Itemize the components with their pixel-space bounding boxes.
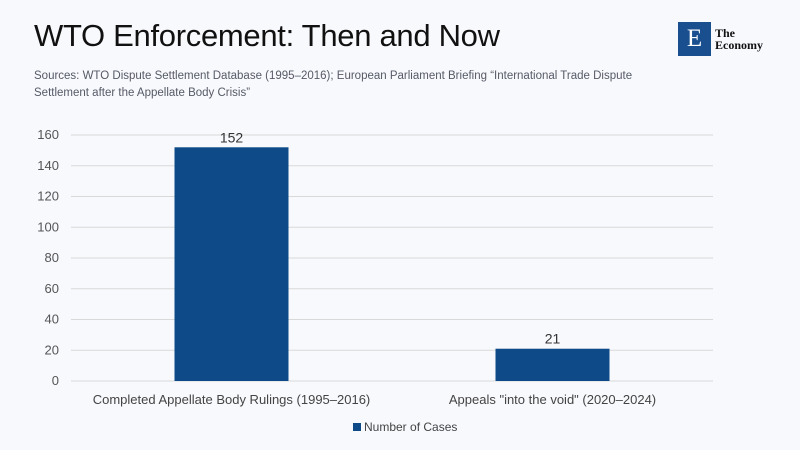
logo-text: The Economy (715, 26, 763, 52)
data-label: 21 (545, 331, 561, 347)
y-tick-label: 100 (37, 219, 59, 234)
y-tick-label: 20 (45, 342, 59, 357)
legend-label: Number of Cases (364, 420, 458, 434)
legend: Number of Cases (353, 420, 457, 434)
bar (495, 348, 610, 381)
y-tick-label: 120 (37, 189, 59, 204)
x-category-label: Completed Appellate Body Rulings (1995–2… (93, 392, 371, 407)
y-tick-label: 40 (45, 312, 59, 327)
legend-swatch (353, 423, 361, 431)
x-category-label: Appeals "into the void" (2020–2024) (449, 392, 656, 407)
logo: E The Economy (678, 22, 763, 56)
y-tick-label: 0 (52, 373, 59, 388)
chart-subtitle: Sources: WTO Dispute Settlement Database… (34, 70, 633, 99)
chart-title: WTO Enforcement: Then and Now (34, 18, 500, 53)
data-label: 152 (220, 129, 244, 145)
logo-mark: E (678, 22, 711, 56)
y-tick-label: 60 (45, 281, 59, 296)
bar (174, 147, 289, 381)
y-tick-label: 80 (45, 250, 59, 265)
y-tick-label: 140 (37, 158, 59, 173)
y-tick-label: 160 (37, 127, 59, 142)
